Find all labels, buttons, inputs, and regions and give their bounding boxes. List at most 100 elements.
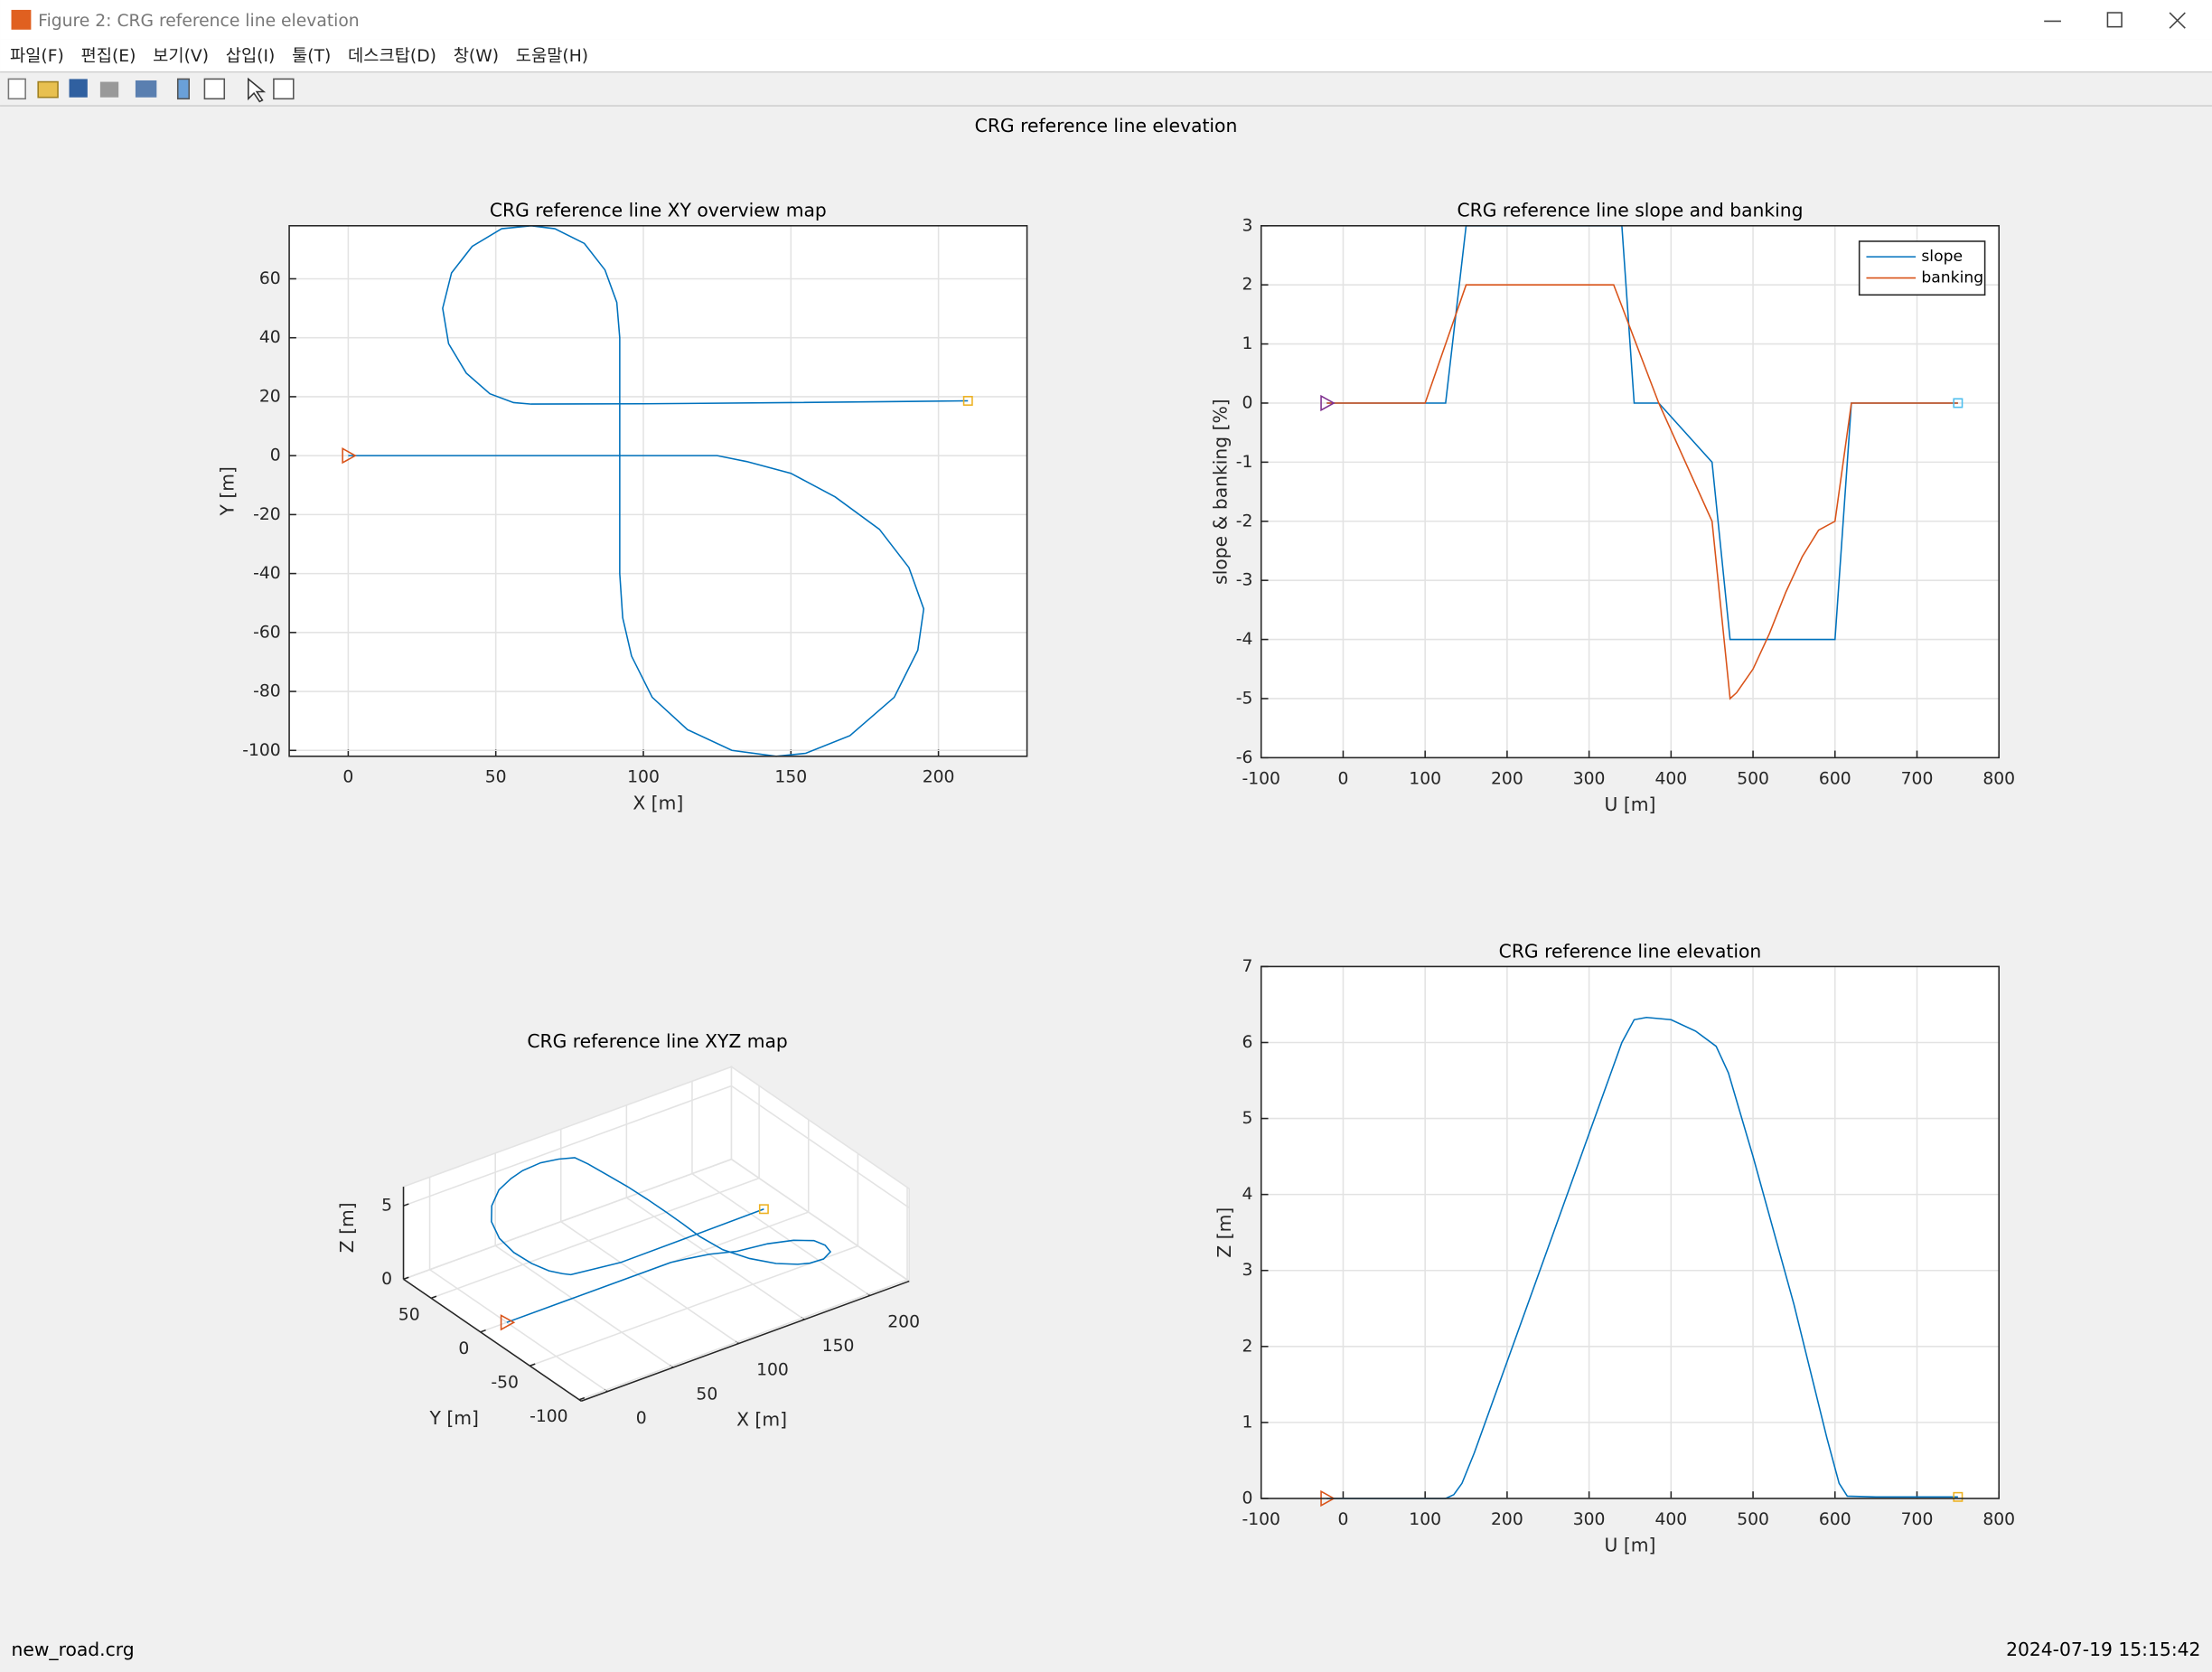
menu-item[interactable]: 창(W) — [454, 47, 499, 66]
data-line — [348, 225, 969, 757]
x-tick-label: 800 — [1982, 1510, 2015, 1529]
grid-line — [494, 1245, 674, 1368]
tick-mark — [480, 1329, 486, 1333]
y-axis — [403, 1278, 582, 1402]
y-tick-label: 3 — [1242, 1261, 1252, 1280]
lines — [1326, 1016, 1958, 1499]
y-tick-label: 60 — [259, 269, 281, 288]
x-tick-label: 100 — [1409, 769, 1441, 788]
data-line — [1326, 284, 1958, 700]
x-tick-label: 100 — [756, 1361, 789, 1380]
x-tick-label: 0 — [1337, 769, 1348, 788]
figure-title: CRG reference line elevation — [975, 115, 1238, 136]
data-line — [1326, 1016, 1958, 1499]
plot-area — [1261, 225, 2000, 758]
tool-select[interactable] — [248, 77, 267, 103]
x-tick-label: 700 — [1901, 769, 1934, 788]
end-marker — [1953, 398, 1964, 409]
x-tick-label: 200 — [1491, 1510, 1523, 1529]
y-tick-label: 1 — [1242, 334, 1252, 353]
axes-box — [1260, 965, 2001, 1499]
grid-line — [560, 1221, 739, 1345]
end-marker — [758, 1204, 769, 1215]
menu-item[interactable]: 도움말(H) — [516, 47, 588, 66]
y-tick-label: 4 — [1242, 1185, 1252, 1204]
y-tick-label: -50 — [491, 1374, 519, 1393]
tool-legend[interactable] — [203, 78, 226, 100]
x-tick-label: 150 — [774, 768, 807, 787]
tool-inspector[interactable] — [273, 78, 295, 100]
z-axis-label: Z [m] — [336, 1202, 358, 1253]
z-tick-label: 0 — [381, 1270, 392, 1289]
tool-open[interactable] — [37, 80, 59, 99]
grid-line — [691, 1172, 871, 1297]
tool-link[interactable] — [135, 80, 157, 98]
grid-line — [731, 1085, 910, 1209]
menu-item[interactable]: 파일(F) — [10, 47, 64, 66]
x-tick-label: 600 — [1819, 1510, 1851, 1529]
grid-line — [429, 1269, 608, 1393]
x-tick-label: 600 — [1819, 769, 1851, 788]
z-tick-label: 5 — [381, 1197, 392, 1216]
maximize-button[interactable] — [2106, 12, 2123, 28]
y-tick-label: -6 — [1236, 748, 1253, 767]
y-axis-label: Z [m] — [1214, 1207, 1235, 1258]
x-tick-label: 50 — [485, 768, 507, 787]
tool-colorbar[interactable] — [176, 78, 191, 100]
menu-item[interactable]: 삽입(I) — [226, 47, 276, 66]
y-tick-label: 0 — [1242, 393, 1252, 412]
close-button[interactable] — [2169, 12, 2186, 29]
axes-box — [288, 225, 1028, 757]
end-marker — [962, 396, 973, 406]
x-axis-label: X [m] — [633, 792, 683, 813]
chart: -100 0 100 200 300 400 500 600 700 800 0 1 2 3 4 5 6 7 CRG… — [1214, 940, 2015, 1555]
grid-line — [430, 1177, 760, 1300]
menu-item[interactable]: 편집(E) — [81, 47, 136, 66]
start-marker — [500, 1314, 516, 1331]
chart-title: CRG reference line slope and banking — [1457, 200, 1803, 221]
status-left: new_road.crg — [12, 1639, 135, 1660]
y-axis-label: Y [m] — [216, 466, 238, 516]
grid-line — [530, 1245, 858, 1367]
grid-line — [578, 1279, 908, 1401]
x-tick-label: -100 — [1242, 1510, 1279, 1529]
x-tick-label: 100 — [1409, 1510, 1441, 1529]
y-tick-label: -2 — [1236, 512, 1253, 531]
y-tick-label: 40 — [259, 328, 281, 347]
x-tick-label: 0 — [1337, 1510, 1348, 1529]
tick-mark — [403, 1276, 409, 1281]
title-bar — [0, 0, 2212, 40]
x-tick-label: 200 — [1491, 769, 1523, 788]
y-tick-label: -40 — [253, 564, 281, 583]
y-tick-label: 0 — [458, 1339, 469, 1358]
chart-title: CRG reference line XY overview map — [490, 200, 827, 221]
tick-mark — [530, 1363, 536, 1367]
legend-label: slope — [1921, 248, 1963, 266]
tool-new[interactable] — [7, 78, 26, 100]
menu-bar — [0, 39, 2212, 72]
x-axis-label: U [m] — [1605, 794, 1656, 815]
menu-item[interactable]: 툴(T) — [292, 47, 331, 66]
grid-line — [403, 1158, 732, 1281]
menu-item[interactable]: 보기(V) — [153, 47, 209, 66]
tick-mark — [578, 1396, 586, 1401]
y-tick-label: 0 — [1242, 1489, 1252, 1508]
tool-save[interactable] — [69, 79, 88, 98]
menu-item[interactable]: 데스크탑(D) — [348, 47, 436, 66]
y-axis-label: Y [m] — [429, 1407, 479, 1429]
toolbar — [7, 77, 295, 103]
y-tick-label: -60 — [253, 623, 281, 642]
y-tick-label: -100 — [530, 1407, 567, 1426]
y-tick-label: -20 — [253, 505, 281, 524]
window-title: Figure 2: CRG reference line elevation — [38, 12, 360, 31]
x-tick-label: 300 — [1573, 1510, 1606, 1529]
legend-label: banking — [1921, 269, 1983, 287]
chart: 0 50 100 150 200 -100 -80 -60 -40 -20 0 20 40 60 CRG r… — [216, 200, 1028, 813]
y-tick-label: 0 — [270, 446, 281, 465]
plot-area — [1261, 966, 2000, 1498]
y-tick-label: 20 — [259, 387, 281, 406]
chrome: Figure 2: CRG reference line elevation 파… — [0, 0, 2212, 107]
tool-print[interactable] — [99, 81, 119, 98]
legend: slope banking — [1858, 240, 1986, 296]
